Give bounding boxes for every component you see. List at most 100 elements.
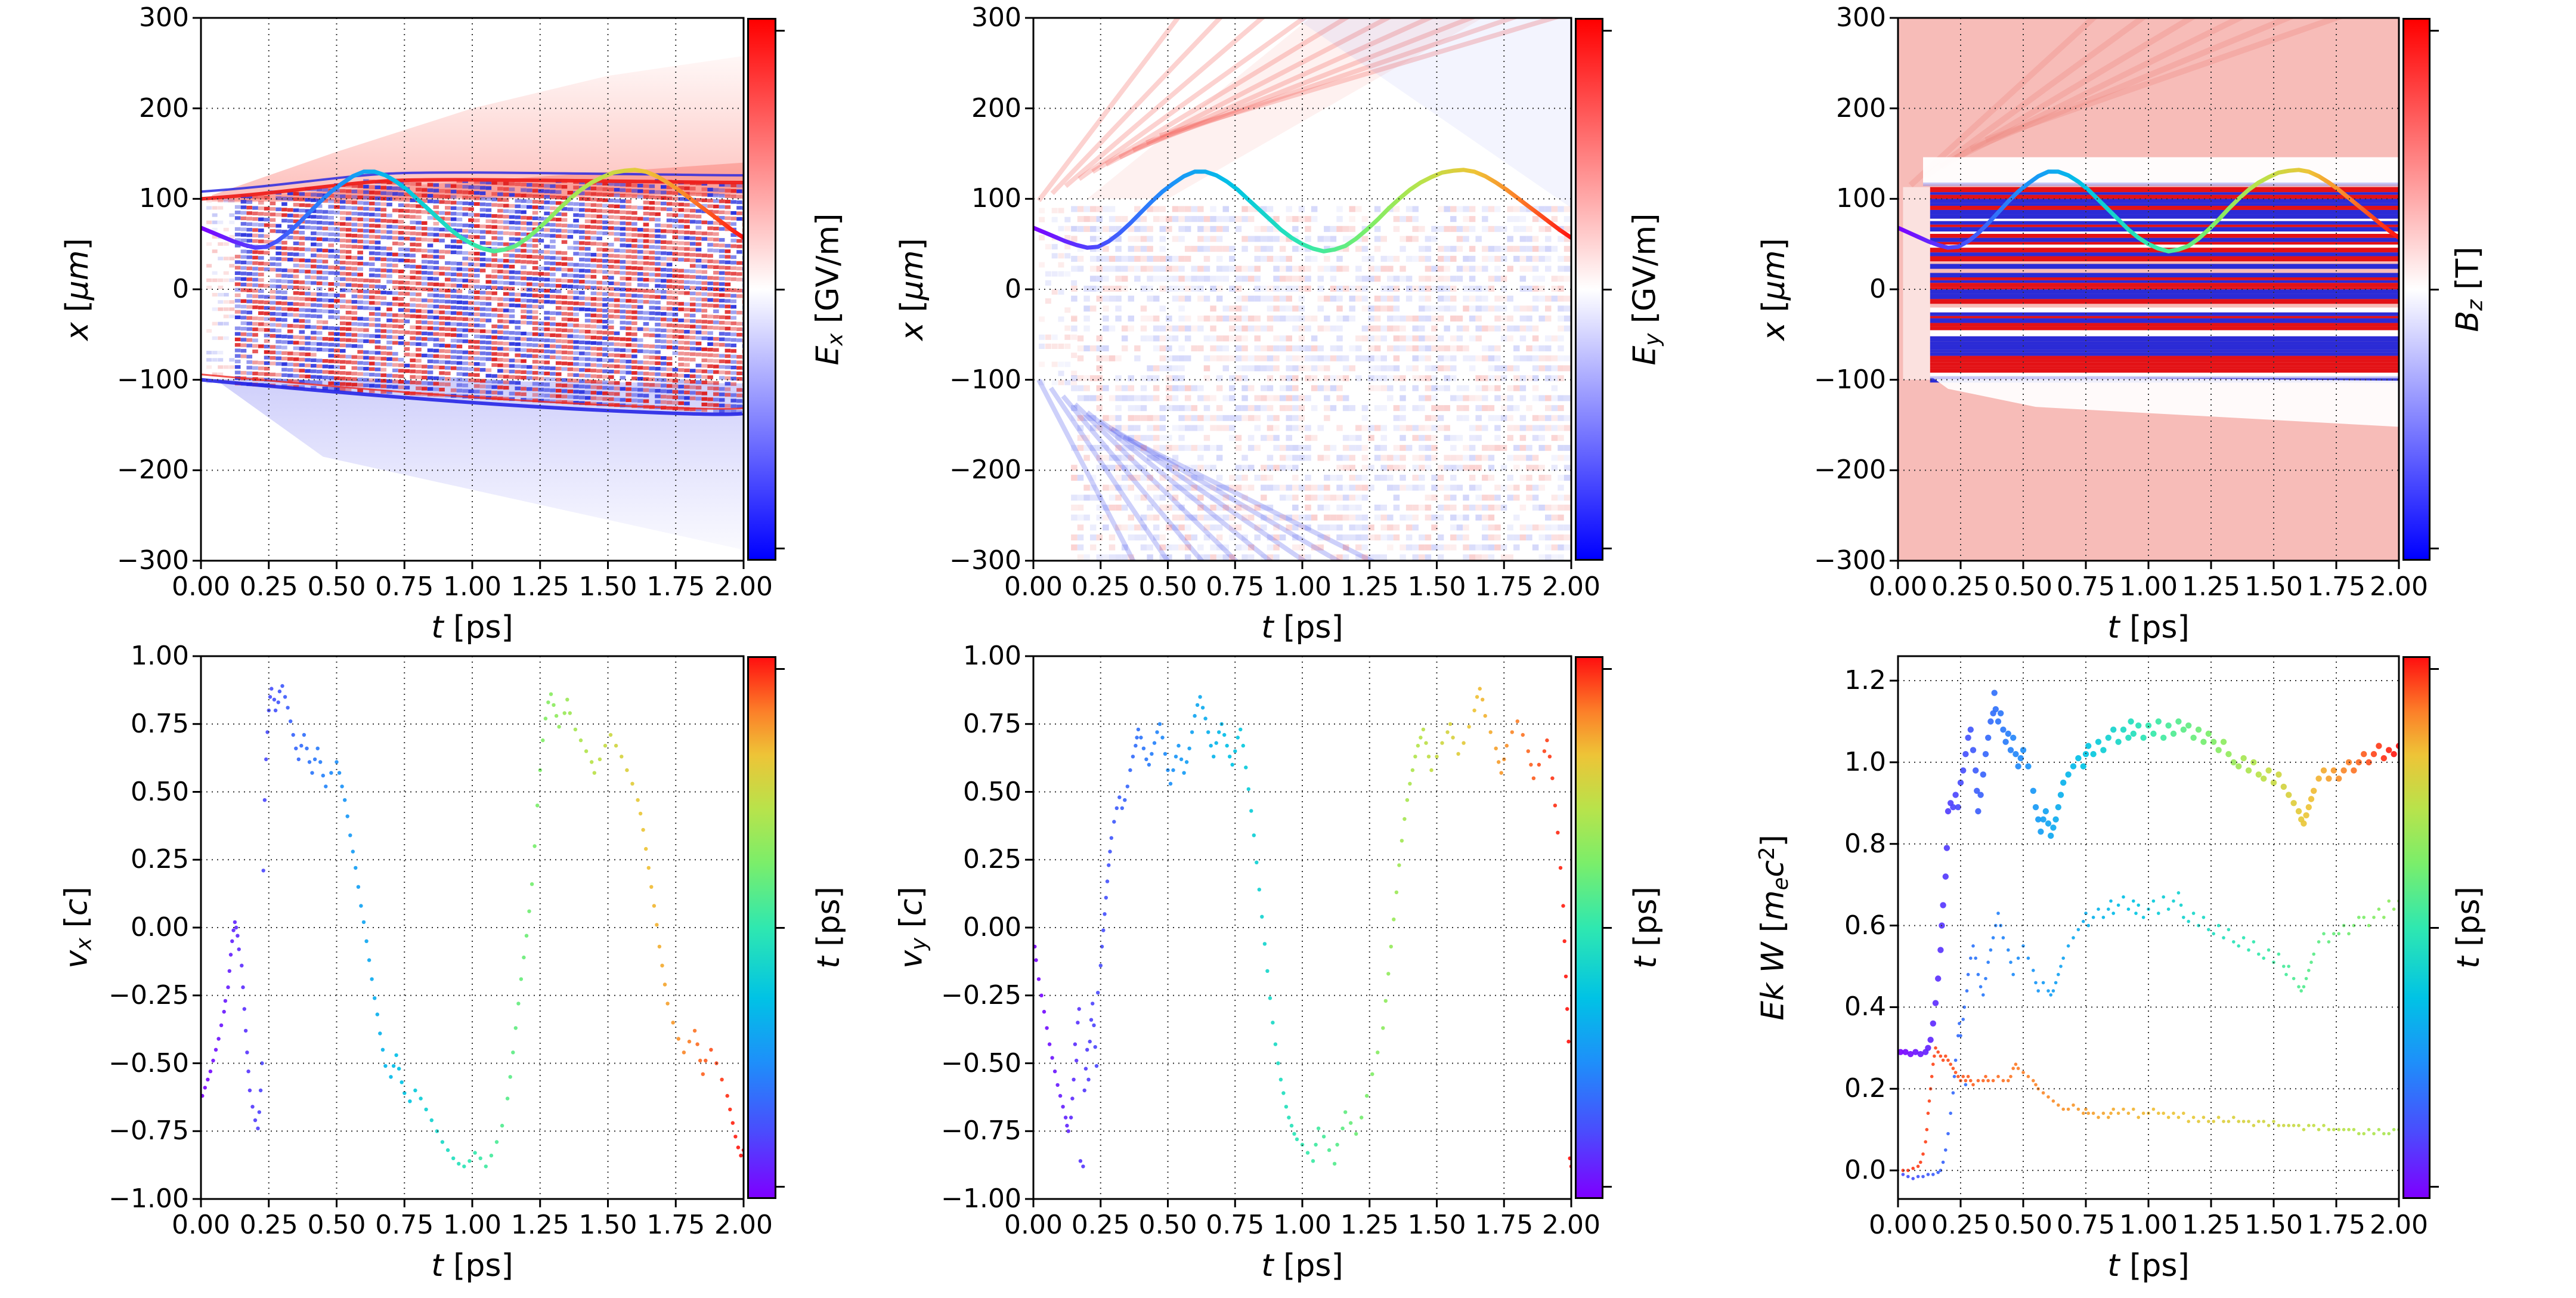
x-tick-label: 0.75 xyxy=(375,1210,434,1240)
label-segment: t xyxy=(2107,1248,2120,1284)
x-tick-label: 0.50 xyxy=(1138,1210,1197,1240)
y-tick-label: −200 xyxy=(1814,455,1886,486)
red-diagonal-ray xyxy=(1104,18,1393,167)
label-segment: [ps] xyxy=(2119,610,2190,645)
label-segment: t xyxy=(1628,956,1664,969)
x-tick-label: 0.75 xyxy=(375,571,434,602)
x-tick-label: 1.00 xyxy=(2119,571,2178,602)
x-tick-label: 1.00 xyxy=(443,571,501,602)
y-tick-label: 100 xyxy=(139,183,189,214)
y-tick-label: 300 xyxy=(971,2,1021,33)
band-bottom-blue-ridge xyxy=(201,378,744,416)
label-segment: ] xyxy=(1755,835,1791,847)
x-tick-label: 0.75 xyxy=(1206,571,1265,602)
panel-ey: 0.00 0.25 0.50 0.75 1.00 1.25 1.50 1.75 2.00 300 2… xyxy=(894,5,1600,646)
blue-diagonal-ray xyxy=(1098,418,1308,561)
label-segment: ] xyxy=(58,886,95,899)
colorbar-tick-mark xyxy=(1603,30,1612,32)
red-diagonal-ray xyxy=(1050,18,1224,195)
label-segment: t xyxy=(2107,610,2120,645)
colorbar-tick-mark xyxy=(1603,547,1612,549)
band-bottom-red-line xyxy=(201,373,744,410)
y-tick-label: 0.25 xyxy=(131,844,189,875)
plot-area-bz xyxy=(1890,17,2400,569)
plot-area-ex xyxy=(193,17,745,569)
colorbar-tick-mark xyxy=(776,927,785,929)
label-segment: E xyxy=(1627,345,1663,366)
label-segment: t xyxy=(811,956,847,969)
y-tick-label: −300 xyxy=(1814,545,1886,576)
y-tick-label: 0.50 xyxy=(963,776,1021,807)
blue-fan-lower xyxy=(214,379,744,550)
y-axis-label: vx [c] xyxy=(58,886,96,968)
y-tick-label: 100 xyxy=(1836,183,1886,214)
red-diagonal-band xyxy=(1087,18,1483,199)
colorbar-tick-mark xyxy=(1603,1185,1612,1188)
plot-area-vx xyxy=(193,655,745,1207)
label-segment: ] xyxy=(60,238,95,251)
colorbar-tick-mark xyxy=(776,30,785,32)
plot-content-bz xyxy=(1898,18,2399,561)
red-diagonal-ray xyxy=(1091,18,1351,174)
colorbar-tick-mark xyxy=(2431,30,2439,32)
y-axis-label: vy [c] xyxy=(893,886,931,968)
colorbar-label-bz: Bz [T] xyxy=(2450,246,2487,332)
x-tick-label: 1.25 xyxy=(2182,1210,2240,1240)
label-segment: t xyxy=(2451,956,2487,969)
colorbar-vx xyxy=(747,656,785,1199)
x-tick-label: 2.00 xyxy=(1542,1210,1600,1240)
label-segment: [ xyxy=(1756,300,1792,323)
x-tick-label: 0.00 xyxy=(1869,1210,1927,1240)
band-top-red-ridge xyxy=(201,178,744,201)
y-tick-label: 0.8 xyxy=(1844,828,1886,859)
y-tick-label: 200 xyxy=(139,92,189,123)
colorbar-tick-mark xyxy=(2431,547,2439,549)
x-tick-label: 1.75 xyxy=(2307,571,2366,602)
x-tick-label: 1.75 xyxy=(1475,1210,1534,1240)
x-tick-label: 0.50 xyxy=(307,1210,366,1240)
y-tick-label: 0.25 xyxy=(963,844,1021,875)
x-tick-label: 2.00 xyxy=(714,571,773,602)
colorbar-tick-mark xyxy=(776,1185,785,1188)
label-segment: [ps] xyxy=(443,1248,513,1284)
y-tick-label: 1.2 xyxy=(1844,665,1886,696)
panel-vx: 0.00 0.25 0.50 0.75 1.00 1.25 1.50 1.75 2.00 1.00… xyxy=(58,643,773,1284)
x-tick-label: 2.00 xyxy=(2370,1210,2428,1240)
plot-area-ek xyxy=(1890,655,2400,1207)
label-segment: ] xyxy=(893,886,930,899)
colorbar-tick-mark xyxy=(776,547,785,549)
x-axis-label: t [ps] xyxy=(431,610,513,645)
label-segment: [GV/m] xyxy=(1627,213,1663,333)
label-segment: t xyxy=(1261,610,1274,645)
x-tick-label: 0.25 xyxy=(1071,1210,1130,1240)
x-tick-label: 1.25 xyxy=(510,571,569,602)
label-segment: t xyxy=(1261,1248,1274,1284)
y-tick-label: −1.00 xyxy=(941,1183,1021,1214)
x-tick-label: 1.50 xyxy=(578,571,637,602)
y-axis-label: x [μm] xyxy=(60,238,95,341)
colorbar-tick-mark xyxy=(2431,289,2439,290)
x-tick-label: 0.00 xyxy=(1869,571,1927,602)
y-tick-label: 1.00 xyxy=(963,641,1021,671)
colorbar-ek xyxy=(2402,656,2439,1199)
y-tick-label: 0.50 xyxy=(131,776,189,807)
blue-diagonal-ray xyxy=(1110,427,1343,561)
y-tick-label: −1.00 xyxy=(109,1183,189,1214)
y-tick-label: 0.75 xyxy=(131,708,189,739)
label-segment: μm xyxy=(60,250,95,301)
colorbar-label-ek: t [ps] xyxy=(2451,886,2487,969)
label-segment: t xyxy=(431,1248,444,1284)
scatter-series-particle-1 xyxy=(1898,690,2399,1058)
y-tick-label: 200 xyxy=(971,92,1021,123)
x-tick-label: 1.50 xyxy=(1407,1210,1466,1240)
blue-diagonal-ray xyxy=(1073,402,1240,561)
band-left-fade xyxy=(1903,187,1930,380)
red-fan-upper xyxy=(212,55,744,202)
y-axis-label: x [μm] xyxy=(1756,238,1792,341)
label-segment: [ xyxy=(1755,920,1791,942)
label-segment: c xyxy=(1755,860,1791,877)
x-tick-label: 1.25 xyxy=(1340,571,1399,602)
y-tick-label: 0 xyxy=(172,274,189,304)
y-tick-label: −100 xyxy=(949,364,1021,395)
label-segment: x xyxy=(894,322,930,341)
